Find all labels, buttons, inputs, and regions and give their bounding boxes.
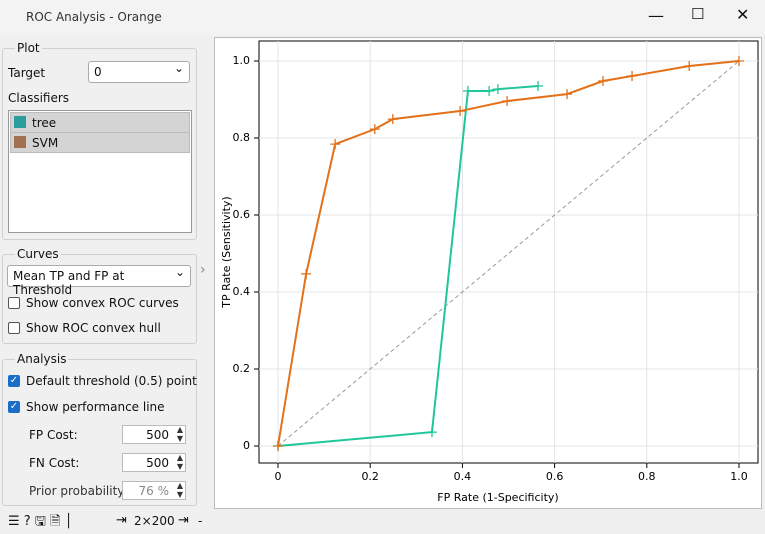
threshold-point — [734, 56, 744, 66]
curves-group — [2, 254, 197, 344]
spinbox[interactable]: 76 % ▲ ▼ — [122, 481, 186, 500]
x-tick-label: 0.8 — [638, 470, 656, 483]
x-tick-label: 0.2 — [361, 470, 379, 483]
threshold-point — [426, 427, 437, 438]
spin-arrows[interactable]: ▲ ▼ — [176, 481, 183, 499]
y-tick-label: 0.4 — [233, 285, 251, 298]
data-out: - — [198, 514, 203, 528]
checkbox-label: Default threshold (0.5) point — [26, 374, 197, 388]
threshold-point — [301, 268, 312, 279]
data-in: 2×200 — [134, 514, 175, 528]
threshold-point — [562, 89, 573, 100]
status-bar: ☰ ? 🖫 🗎 │ ⇥ 2×200 ⇥ - — [0, 508, 765, 531]
minimize[interactable]: — — [648, 6, 664, 25]
maximize[interactable]: ☐ — [691, 5, 705, 23]
status-icons[interactable]: ☰ ? 🖫 🗎 │ — [8, 514, 73, 529]
plot-group — [2, 48, 197, 240]
combo-value: Mean TP and FP at Threshold — [13, 269, 125, 297]
input-icon: ⇥ — [116, 513, 127, 528]
label: Target — [8, 66, 46, 80]
field-label: FN Cost: — [29, 456, 80, 470]
classifier-name: SVM — [32, 136, 59, 150]
threshold-point — [484, 86, 495, 97]
group-title: Analysis — [15, 352, 69, 366]
roc-plot: FP Rate (1-Specificity) TP Rate (Sensiti… — [214, 37, 762, 509]
window-title: ROC Analysis - Orange — [26, 10, 162, 24]
field-label: Prior probability: — [29, 484, 128, 498]
classifier-list[interactable]: tree SVM — [8, 110, 192, 233]
spin-arrows[interactable]: ▲ ▼ — [176, 425, 183, 443]
spinbox[interactable]: 500 ▲ ▼ — [122, 453, 186, 472]
y-tick-label: 0.8 — [233, 131, 251, 144]
swatch — [14, 116, 26, 128]
threshold-point — [502, 96, 513, 107]
roc-curve — [277, 85, 539, 447]
threshold-point — [627, 71, 638, 82]
threshold-point — [492, 84, 503, 95]
title-bar: ROC Analysis - Orange — ☐ ✕ — [0, 0, 765, 35]
field-label: FP Cost: — [29, 428, 78, 442]
checkbox-label: Show ROC convex hull — [26, 321, 161, 335]
threshold-point — [533, 81, 544, 92]
roc-curve — [277, 60, 740, 447]
spinbox[interactable]: 500 ▲ ▼ — [122, 425, 186, 444]
threshold-point — [684, 61, 695, 72]
threshold-point — [387, 114, 398, 125]
curves-combo[interactable]: Mean TP and FP at Threshold — [7, 265, 191, 297]
y-tick-label: 1.0 — [233, 54, 251, 67]
diagonal — [277, 60, 740, 447]
target-combo[interactable]: 0 — [88, 61, 190, 83]
x-tick-label: 0.6 — [546, 470, 564, 483]
threshold-point — [369, 124, 380, 135]
y-axis-title: TP Rate (Sensitivity) — [220, 196, 233, 308]
checkbox-label: Show performance line — [26, 400, 165, 414]
combo-value: 0 — [94, 65, 102, 79]
group-title: Curves — [15, 247, 61, 261]
classifier-name: tree — [32, 116, 57, 130]
group-title: Plot — [15, 41, 42, 55]
swatch — [14, 136, 26, 148]
close[interactable]: ✕ — [736, 5, 750, 24]
label: Classifiers — [8, 91, 70, 105]
threshold-point — [273, 441, 283, 451]
analysis-group — [2, 359, 197, 506]
checkbox[interactable]: ✓ — [8, 375, 20, 387]
threshold-point — [598, 76, 609, 87]
x-tick-label: 0.4 — [454, 470, 472, 483]
threshold-point — [330, 139, 341, 150]
y-tick-label: 0 — [243, 439, 250, 452]
output-icon: ⇥ — [178, 513, 189, 528]
checkbox[interactable] — [8, 297, 20, 309]
checkbox[interactable] — [8, 322, 20, 334]
checkbox[interactable]: ✓ — [8, 401, 20, 413]
plot-frame — [258, 40, 759, 464]
y-tick-label: 0.6 — [233, 208, 251, 221]
x-axis-title: FP Rate (1-Specificity) — [437, 491, 558, 504]
spin-arrows[interactable]: ▲ ▼ — [176, 453, 183, 471]
threshold-point — [455, 106, 466, 117]
classifier-item[interactable]: SVM — [10, 132, 190, 153]
collapse-arrow[interactable]: › — [200, 262, 206, 278]
checkbox-label: Show convex ROC curves — [26, 296, 179, 310]
y-tick-label: 0.2 — [233, 362, 251, 375]
threshold-point — [462, 86, 473, 97]
x-tick-label: 1.0 — [730, 470, 748, 483]
x-tick-label: 0 — [275, 470, 282, 483]
classifier-item[interactable]: tree — [10, 112, 190, 133]
